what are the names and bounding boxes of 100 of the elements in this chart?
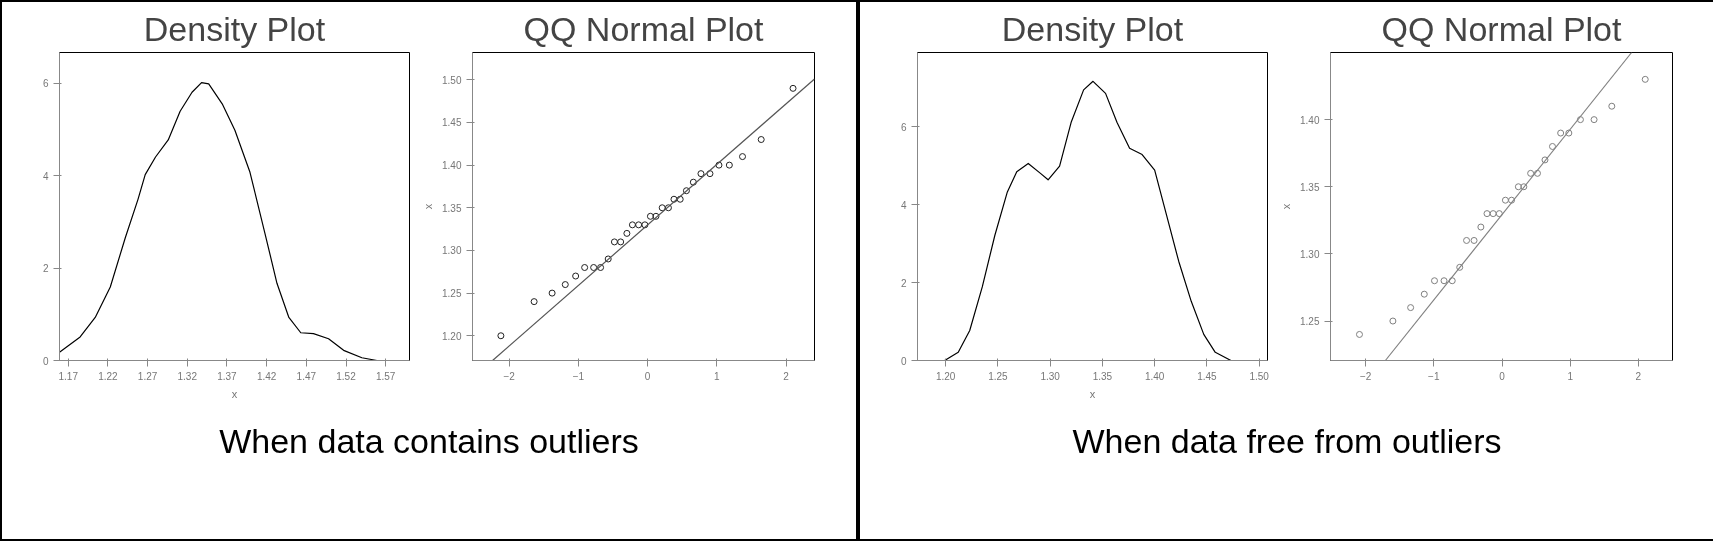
point <box>610 238 618 246</box>
chart-title: Density Plot <box>1001 9 1184 48</box>
x-tick-label: −1 <box>1428 370 1440 382</box>
point <box>1495 210 1503 218</box>
point <box>652 212 660 220</box>
line-series <box>59 81 378 361</box>
point <box>1440 277 1448 285</box>
y-tick-label: 0 <box>42 355 49 367</box>
x-tick-label: 1.32 <box>177 370 198 382</box>
x-tick-label: 1.37 <box>217 370 238 382</box>
point <box>1483 210 1491 218</box>
x-tick-label: 1.25 <box>988 370 1009 382</box>
chart-title: QQ Normal Plot <box>523 9 765 48</box>
point <box>1355 330 1363 338</box>
point <box>757 136 765 144</box>
point <box>1576 116 1584 124</box>
point <box>1514 183 1522 191</box>
point <box>641 221 649 229</box>
x-tick-label: 1.22 <box>98 370 119 382</box>
x-tick-label: 1.27 <box>137 370 158 382</box>
y-tick-label: 1.35 <box>442 202 462 214</box>
x-tick-label: 1.57 <box>375 370 396 382</box>
point <box>1463 236 1471 244</box>
y-tick-label: 2 <box>42 263 49 275</box>
point <box>635 221 643 229</box>
x-tick-label: 1.30 <box>1040 370 1061 382</box>
y-tick-label: 1.25 <box>442 288 462 300</box>
point <box>725 161 733 169</box>
x-tick-label: 1.40 <box>1144 370 1165 382</box>
y-axis-title: x <box>422 203 435 210</box>
x-tick-label: 0 <box>1499 370 1506 382</box>
x-tick-label: 1.17 <box>58 370 79 382</box>
point <box>1431 277 1438 285</box>
x-tick-label: 2 <box>783 370 790 382</box>
x-tick-label: 1.42 <box>256 370 277 382</box>
x-tick-label: 0 <box>644 370 651 382</box>
point <box>1533 169 1541 177</box>
y-tick-label: 1.40 <box>1300 114 1320 126</box>
point <box>1477 223 1485 231</box>
y-tick-label: 1.40 <box>442 160 462 172</box>
point <box>1641 75 1649 83</box>
point <box>1520 183 1528 191</box>
point <box>1541 156 1549 164</box>
point <box>1548 142 1556 150</box>
x-tick-label: 1 <box>714 370 721 382</box>
x-tick-label: 1.47 <box>296 370 317 382</box>
x-tick-label: 1.35 <box>1092 370 1113 382</box>
y-tick-label: 0 <box>900 355 907 367</box>
point <box>1527 169 1535 177</box>
point <box>689 178 697 186</box>
x-tick-label: 1.50 <box>1249 370 1270 382</box>
x-tick-label: 1.52 <box>336 370 357 382</box>
point <box>682 187 690 195</box>
point <box>623 229 631 237</box>
point <box>1501 196 1509 204</box>
point <box>617 238 625 246</box>
point <box>1608 102 1616 110</box>
y-tick-label: 1.30 <box>1300 248 1320 260</box>
point <box>497 332 505 340</box>
x-axis-title: x <box>231 387 238 400</box>
chart-title: QQ Normal Plot <box>1381 9 1623 48</box>
y-tick-label: 1.50 <box>442 74 462 86</box>
y-tick-label: 4 <box>42 170 49 182</box>
point <box>1456 263 1464 271</box>
y-tick-label: 1.35 <box>1300 181 1320 193</box>
point <box>1489 210 1497 218</box>
point <box>1508 196 1516 204</box>
x-axis-title: x <box>1089 387 1096 400</box>
point <box>664 204 672 212</box>
point <box>572 272 580 280</box>
y-tick-label: 6 <box>900 121 907 133</box>
line-series <box>944 80 1232 361</box>
text: When data free from outliers <box>1072 421 1502 462</box>
y-tick-label: 1.30 <box>442 245 462 257</box>
text: When data contains outliers <box>219 421 639 462</box>
point <box>706 170 714 178</box>
y-tick-label: 1.20 <box>442 330 462 342</box>
point <box>739 153 746 161</box>
point <box>530 298 538 306</box>
point <box>1389 317 1397 325</box>
point <box>646 212 654 220</box>
x-tick-label: 1 <box>1567 370 1574 382</box>
point <box>581 264 589 271</box>
chart-title: Density Plot <box>143 9 326 48</box>
y-axis-title: x <box>1280 203 1293 210</box>
point <box>1565 129 1573 137</box>
point <box>1420 290 1428 298</box>
y-tick-label: 2 <box>900 277 907 289</box>
x-tick-label: −2 <box>503 370 516 382</box>
x-tick-label: −1 <box>572 370 585 382</box>
point <box>628 221 636 229</box>
y-tick-label: 6 <box>42 78 49 90</box>
point <box>597 264 605 271</box>
point <box>548 289 556 297</box>
point <box>1470 236 1478 244</box>
point <box>670 195 678 203</box>
x-tick-label: 1.45 <box>1197 370 1218 382</box>
y-tick-label: 4 <box>900 199 907 211</box>
x-tick-label: 1.20 <box>935 370 956 382</box>
y-tick-label: 1.45 <box>442 117 462 129</box>
